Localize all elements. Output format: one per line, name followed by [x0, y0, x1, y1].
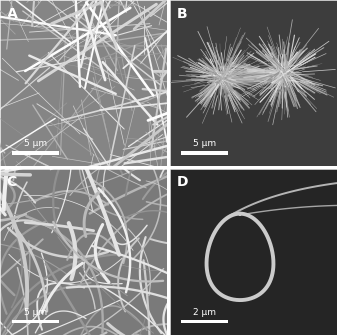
Bar [181, 151, 228, 155]
Text: 5 μm: 5 μm [24, 139, 47, 148]
Bar [12, 320, 59, 323]
Text: 5 μm: 5 μm [193, 139, 216, 148]
Bar [12, 151, 59, 155]
Text: C: C [7, 176, 17, 189]
Text: B: B [177, 7, 187, 21]
Text: 2 μm: 2 μm [193, 308, 216, 317]
Text: 5 μm: 5 μm [24, 308, 47, 317]
Bar [181, 320, 228, 323]
Text: D: D [177, 176, 188, 189]
Text: A: A [7, 7, 18, 21]
